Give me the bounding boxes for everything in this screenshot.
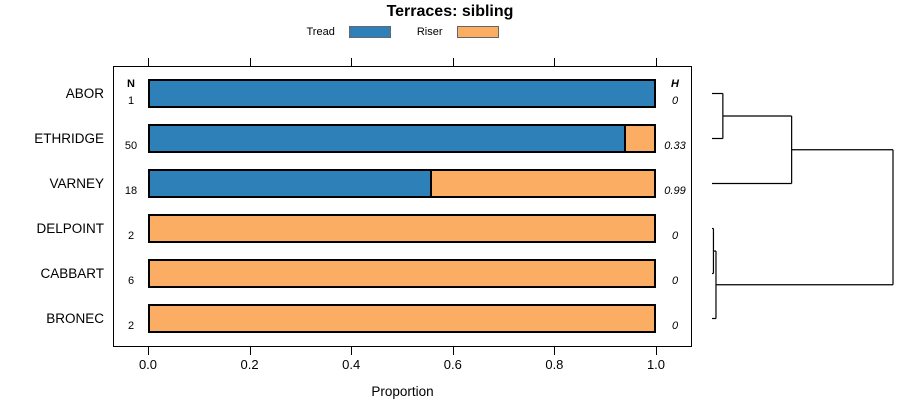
legend-label: Riser: [416, 26, 443, 38]
category-label: BRONEC: [46, 310, 104, 326]
h-value: 0.33: [664, 140, 686, 152]
x-axis-label: Proportion: [371, 384, 434, 399]
legend-item-tread: Tread: [307, 26, 391, 38]
x-axis-tick-bottom: [554, 347, 556, 355]
n-column-header: N: [127, 78, 135, 90]
riser-segment: [150, 216, 654, 241]
tread-segment: [150, 126, 624, 151]
legend-swatch-riser: [456, 26, 499, 38]
stacked-bar-ethridge: [148, 124, 656, 153]
x-axis-tick-top: [656, 58, 657, 66]
n-value: 50: [124, 140, 138, 152]
n-value: 6: [127, 275, 135, 287]
riser-segment: [150, 261, 654, 286]
dendrogram-links: [712, 92, 894, 320]
x-axis-tick-top: [452, 58, 454, 66]
h-value: 0: [671, 230, 679, 242]
legend-item-riser: Riser: [417, 26, 499, 38]
x-axis-tick-top: [249, 58, 251, 66]
tread-segment: [150, 171, 431, 196]
riser-segment: [430, 171, 654, 196]
h-value: 0.99: [664, 185, 686, 197]
n-value: 1: [127, 95, 135, 107]
chart-title: Terraces: sibling: [386, 3, 514, 20]
x-axis-tick-bottom: [656, 347, 657, 355]
x-axis-tick-top: [148, 58, 149, 66]
x-axis-tick-bottom: [148, 347, 149, 355]
n-value: 2: [127, 230, 135, 242]
x-tick-label: 0.6: [443, 357, 462, 372]
category-label: VARNEY: [49, 175, 104, 191]
legend-swatch-tread: [348, 26, 391, 38]
x-tick-label: 0.8: [545, 357, 564, 372]
category-label: ETHRIDGE: [34, 130, 104, 146]
h-value: 0: [671, 320, 679, 332]
x-tick-label: 1.0: [646, 357, 666, 372]
x-axis-tick-bottom: [452, 347, 454, 355]
n-value: 18: [124, 185, 138, 197]
h-value: 0: [671, 95, 679, 107]
category-label: ABOR: [65, 85, 104, 101]
legend: Tread Riser: [113, 26, 692, 38]
tread-segment: [150, 81, 654, 106]
x-axis-tick-bottom: [351, 347, 353, 355]
stacked-bar-cabbart: [148, 259, 656, 288]
legend-label: Tread: [306, 26, 335, 38]
x-axis-tick-top: [554, 58, 556, 66]
n-value: 2: [127, 320, 135, 332]
dendrogram: [712, 92, 894, 320]
x-tick-label: 0.2: [240, 357, 259, 372]
h-column-header: H: [671, 78, 679, 90]
stacked-bar-abor: [148, 79, 656, 108]
riser-segment: [150, 306, 654, 331]
x-axis-tick-top: [351, 58, 353, 66]
x-tick-label: 0.4: [342, 357, 361, 372]
category-label: DELPOINT: [36, 220, 104, 236]
h-value: 0: [671, 275, 679, 287]
riser-segment: [623, 126, 654, 151]
plot-area: [113, 66, 692, 347]
x-tick-label: 0.0: [138, 357, 158, 372]
stacked-bar-delpoint: [148, 214, 656, 243]
x-axis-tick-bottom: [249, 347, 251, 355]
stacked-bar-varney: [148, 169, 656, 198]
stacked-bar-bronec: [148, 304, 656, 333]
category-label: CABBART: [40, 265, 104, 281]
